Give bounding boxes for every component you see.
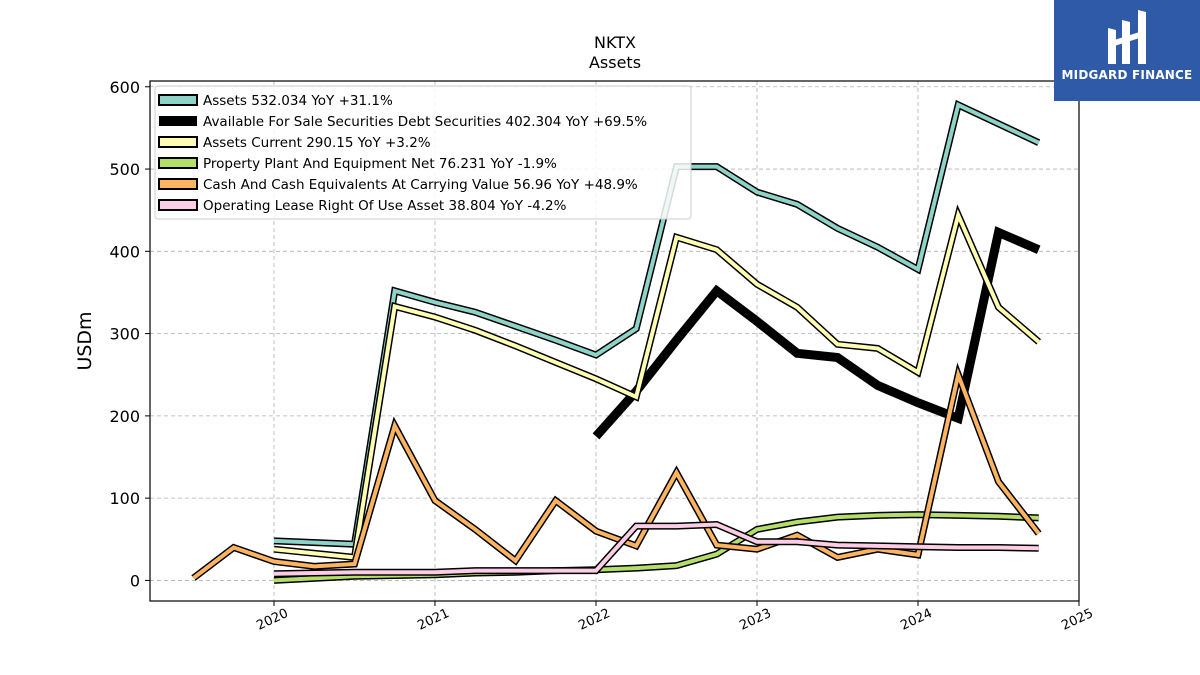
chart-subtitle: Assets (589, 53, 641, 72)
x-axis-ticks: 2020 2021 2022 2023 2024 2025 (254, 601, 1096, 634)
brand-logo: MIDGARD FINANCE (1054, 0, 1200, 101)
legend-swatch-1 (159, 116, 197, 126)
legend-swatch-5 (158, 199, 198, 211)
legend-label-5: Operating Lease Right Of Use Asset 38.80… (203, 198, 567, 214)
y-axis-label: USDm (74, 311, 96, 370)
y-tick-label-5: 500 (109, 160, 140, 179)
legend-frame (154, 85, 692, 220)
y-tick-label-2: 200 (109, 407, 140, 426)
legend-swatch-3 (158, 157, 198, 169)
legend-label-0: Assets 532.034 YoY +31.1% (203, 93, 393, 109)
y-axis-ticks: 0 100 200 300 400 500 600 (109, 78, 150, 590)
chart-title: NKTX (594, 33, 636, 52)
x-tick-label-2: 2022 (576, 606, 612, 634)
series-line-4 (192, 367, 1041, 580)
y-tick-label-3: 300 (109, 325, 140, 344)
legend-label-4: Cash And Cash Equivalents At Carrying Va… (203, 177, 638, 193)
x-tick-label-1: 2021 (415, 606, 451, 634)
x-tick-label-4: 2024 (898, 606, 934, 634)
y-tick-label-6: 600 (109, 78, 140, 97)
y-tick-label-4: 400 (109, 242, 140, 261)
logo-mark-icon (1108, 10, 1146, 64)
series-line-2 (273, 208, 1041, 560)
y-tick-label-1: 100 (109, 489, 140, 508)
legend-label-1: Available For Sale Securities Debt Secur… (203, 114, 647, 130)
x-tick-label-3: 2023 (737, 606, 773, 634)
legend-label-3: Property Plant And Equipment Net 76.231 … (203, 156, 557, 172)
y-tick-label-0: 0 (130, 571, 140, 590)
legend-swatch-2 (158, 136, 198, 148)
legend: Assets 532.034 YoY +31.1% Available For S… (154, 85, 692, 220)
legend-swatch-0 (158, 94, 198, 106)
x-tick-label-0: 2020 (254, 606, 290, 634)
x-tick-label-5: 2025 (1059, 606, 1095, 634)
logo-text: MIDGARD FINANCE (1061, 68, 1193, 82)
legend-label-2: Assets Current 290.15 YoY +3.2% (203, 135, 431, 151)
plot-frame (149, 80, 1080, 602)
series-line-5 (273, 522, 1039, 576)
legend-swatch-4 (158, 178, 198, 190)
